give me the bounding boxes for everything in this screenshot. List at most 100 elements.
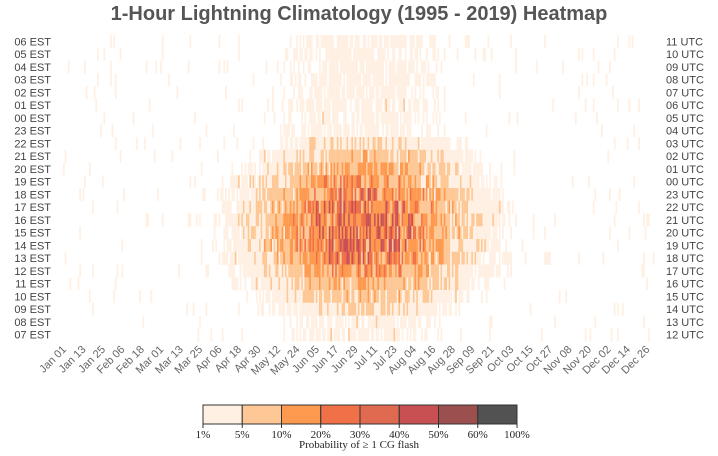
heatmap-cell [408,239,410,253]
heatmap-cell [584,98,587,112]
heatmap-cell [380,315,383,329]
heatmap-cell [361,149,363,163]
heatmap-cell [458,188,461,202]
heatmap-cell [354,226,357,240]
heatmap-cell [510,226,512,240]
heatmap-cell [349,162,352,176]
heatmap-cell [435,302,438,316]
heatmap-cell [370,213,373,227]
heatmap-cell [464,277,467,291]
heatmap-cell [617,35,619,49]
heatmap-cell [370,175,373,189]
heatmap-cell [459,226,462,240]
heatmap-cell [306,213,308,227]
heatmap-cell [492,251,495,265]
heatmap-cell [252,251,255,265]
heatmap-cell [317,149,320,163]
heatmap-cell [246,200,248,214]
heatmap-cell [284,47,287,61]
heatmap-cell [380,226,383,240]
heatmap-cell [330,60,333,74]
heatmap-cell [113,35,115,49]
heatmap-cell [318,328,321,342]
heatmap-cell [443,188,446,202]
heatmap-cell [294,251,297,265]
heatmap-cell [417,226,420,240]
heatmap-cell [302,226,305,240]
heatmap-cell [427,277,430,291]
heatmap-cell [353,111,355,125]
y-tick-label-left: 07 EST [14,330,51,342]
heatmap-cell [505,251,508,265]
heatmap-cell [323,98,326,112]
heatmap-cell [351,302,354,316]
heatmap-cell [422,264,425,278]
heatmap-cell [442,277,444,291]
heatmap-cell [443,200,446,214]
heatmap-cell [354,47,357,61]
heatmap-cell [484,200,487,214]
heatmap-cell [380,47,383,61]
heatmap-cell [369,162,371,176]
heatmap-cell [338,200,341,214]
heatmap-cell [351,86,354,100]
heatmap-cell [398,226,401,240]
heatmap-cell [374,149,376,163]
heatmap-cell [385,35,388,49]
heatmap-cell [468,175,470,189]
heatmap-cell [236,213,239,227]
heatmap-cell [442,251,444,265]
heatmap-cell [401,315,404,329]
heatmap-cell [446,188,449,202]
heatmap-cell [391,290,394,304]
heatmap-cell [390,226,393,240]
heatmap-cell [356,35,359,49]
heatmap-cell [432,239,435,253]
heatmap-cell [613,213,616,227]
heatmap-cell [443,251,446,265]
heatmap-cell [361,213,363,227]
heatmap-cell [372,328,375,342]
heatmap-cell [419,290,422,304]
heatmap-cell [403,290,406,304]
heatmap-cell [412,328,415,342]
heatmap-cell [377,213,380,227]
heatmap-cell [82,188,85,202]
heatmap-cell [210,328,213,342]
heatmap-cell [380,35,383,49]
heatmap-cell [390,302,393,316]
heatmap-cell [288,149,290,163]
heatmap-cell [361,290,363,304]
heatmap-cell [401,251,404,265]
heatmap-cell [468,226,470,240]
heatmap-cell [477,200,480,214]
heatmap-cell [299,35,302,49]
heatmap-cell [354,98,357,112]
heatmap-cell [429,277,431,291]
heatmap-cell [484,213,487,227]
heatmap-cell [502,226,504,240]
heatmap-cell [417,239,420,253]
heatmap-cell [477,226,480,240]
heatmap-cell [391,188,394,202]
heatmap-cell [320,137,323,151]
heatmap-cell [451,162,454,176]
heatmap-cell [432,213,435,227]
heatmap-cell [370,290,373,304]
heatmap-cell [370,111,373,125]
heatmap-cell [242,175,245,189]
heatmap-cell [223,60,226,74]
heatmap-cell [432,277,435,291]
heatmap-cell [461,290,464,304]
heatmap-cell [524,251,527,265]
heatmap-cell [425,226,428,240]
heatmap-cell [318,188,321,202]
heatmap-cell [361,188,363,202]
heatmap-cell [289,277,292,291]
heatmap-cell [508,111,511,125]
heatmap-cell [414,162,417,176]
heatmap-cell [346,149,349,163]
heatmap-cell [323,137,326,151]
heatmap-cell [226,200,229,214]
heatmap-cell [451,213,454,227]
